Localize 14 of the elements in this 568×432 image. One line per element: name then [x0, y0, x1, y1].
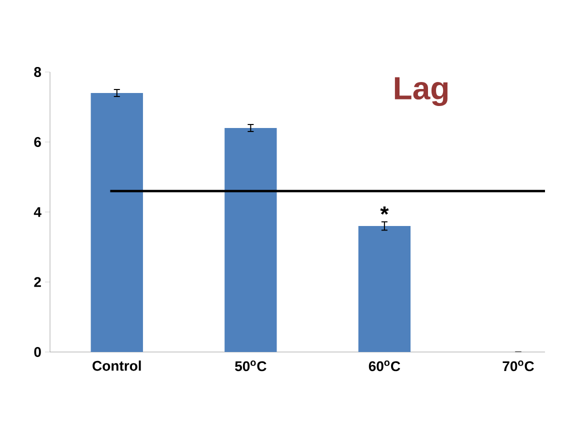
x-tick-label: 60$^{o}$C	[368, 360, 400, 372]
y-tick-label: 2	[34, 277, 41, 287]
y-tick-label: 0	[34, 347, 41, 357]
y-tick-label: 4	[34, 207, 42, 217]
y-tick-label: 6	[34, 137, 41, 147]
bar	[224, 128, 277, 352]
x-tick-label: Control	[92, 360, 141, 371]
annotation: *	[380, 206, 389, 215]
x-tick-label: 70$^{o}$C	[502, 360, 534, 372]
bar	[90, 93, 143, 352]
y-tick-label: 8	[34, 67, 42, 77]
bar	[358, 226, 411, 352]
x-tick-label: 50$^{o}$C	[235, 360, 266, 372]
chart-title: Lag	[394, 77, 448, 106]
